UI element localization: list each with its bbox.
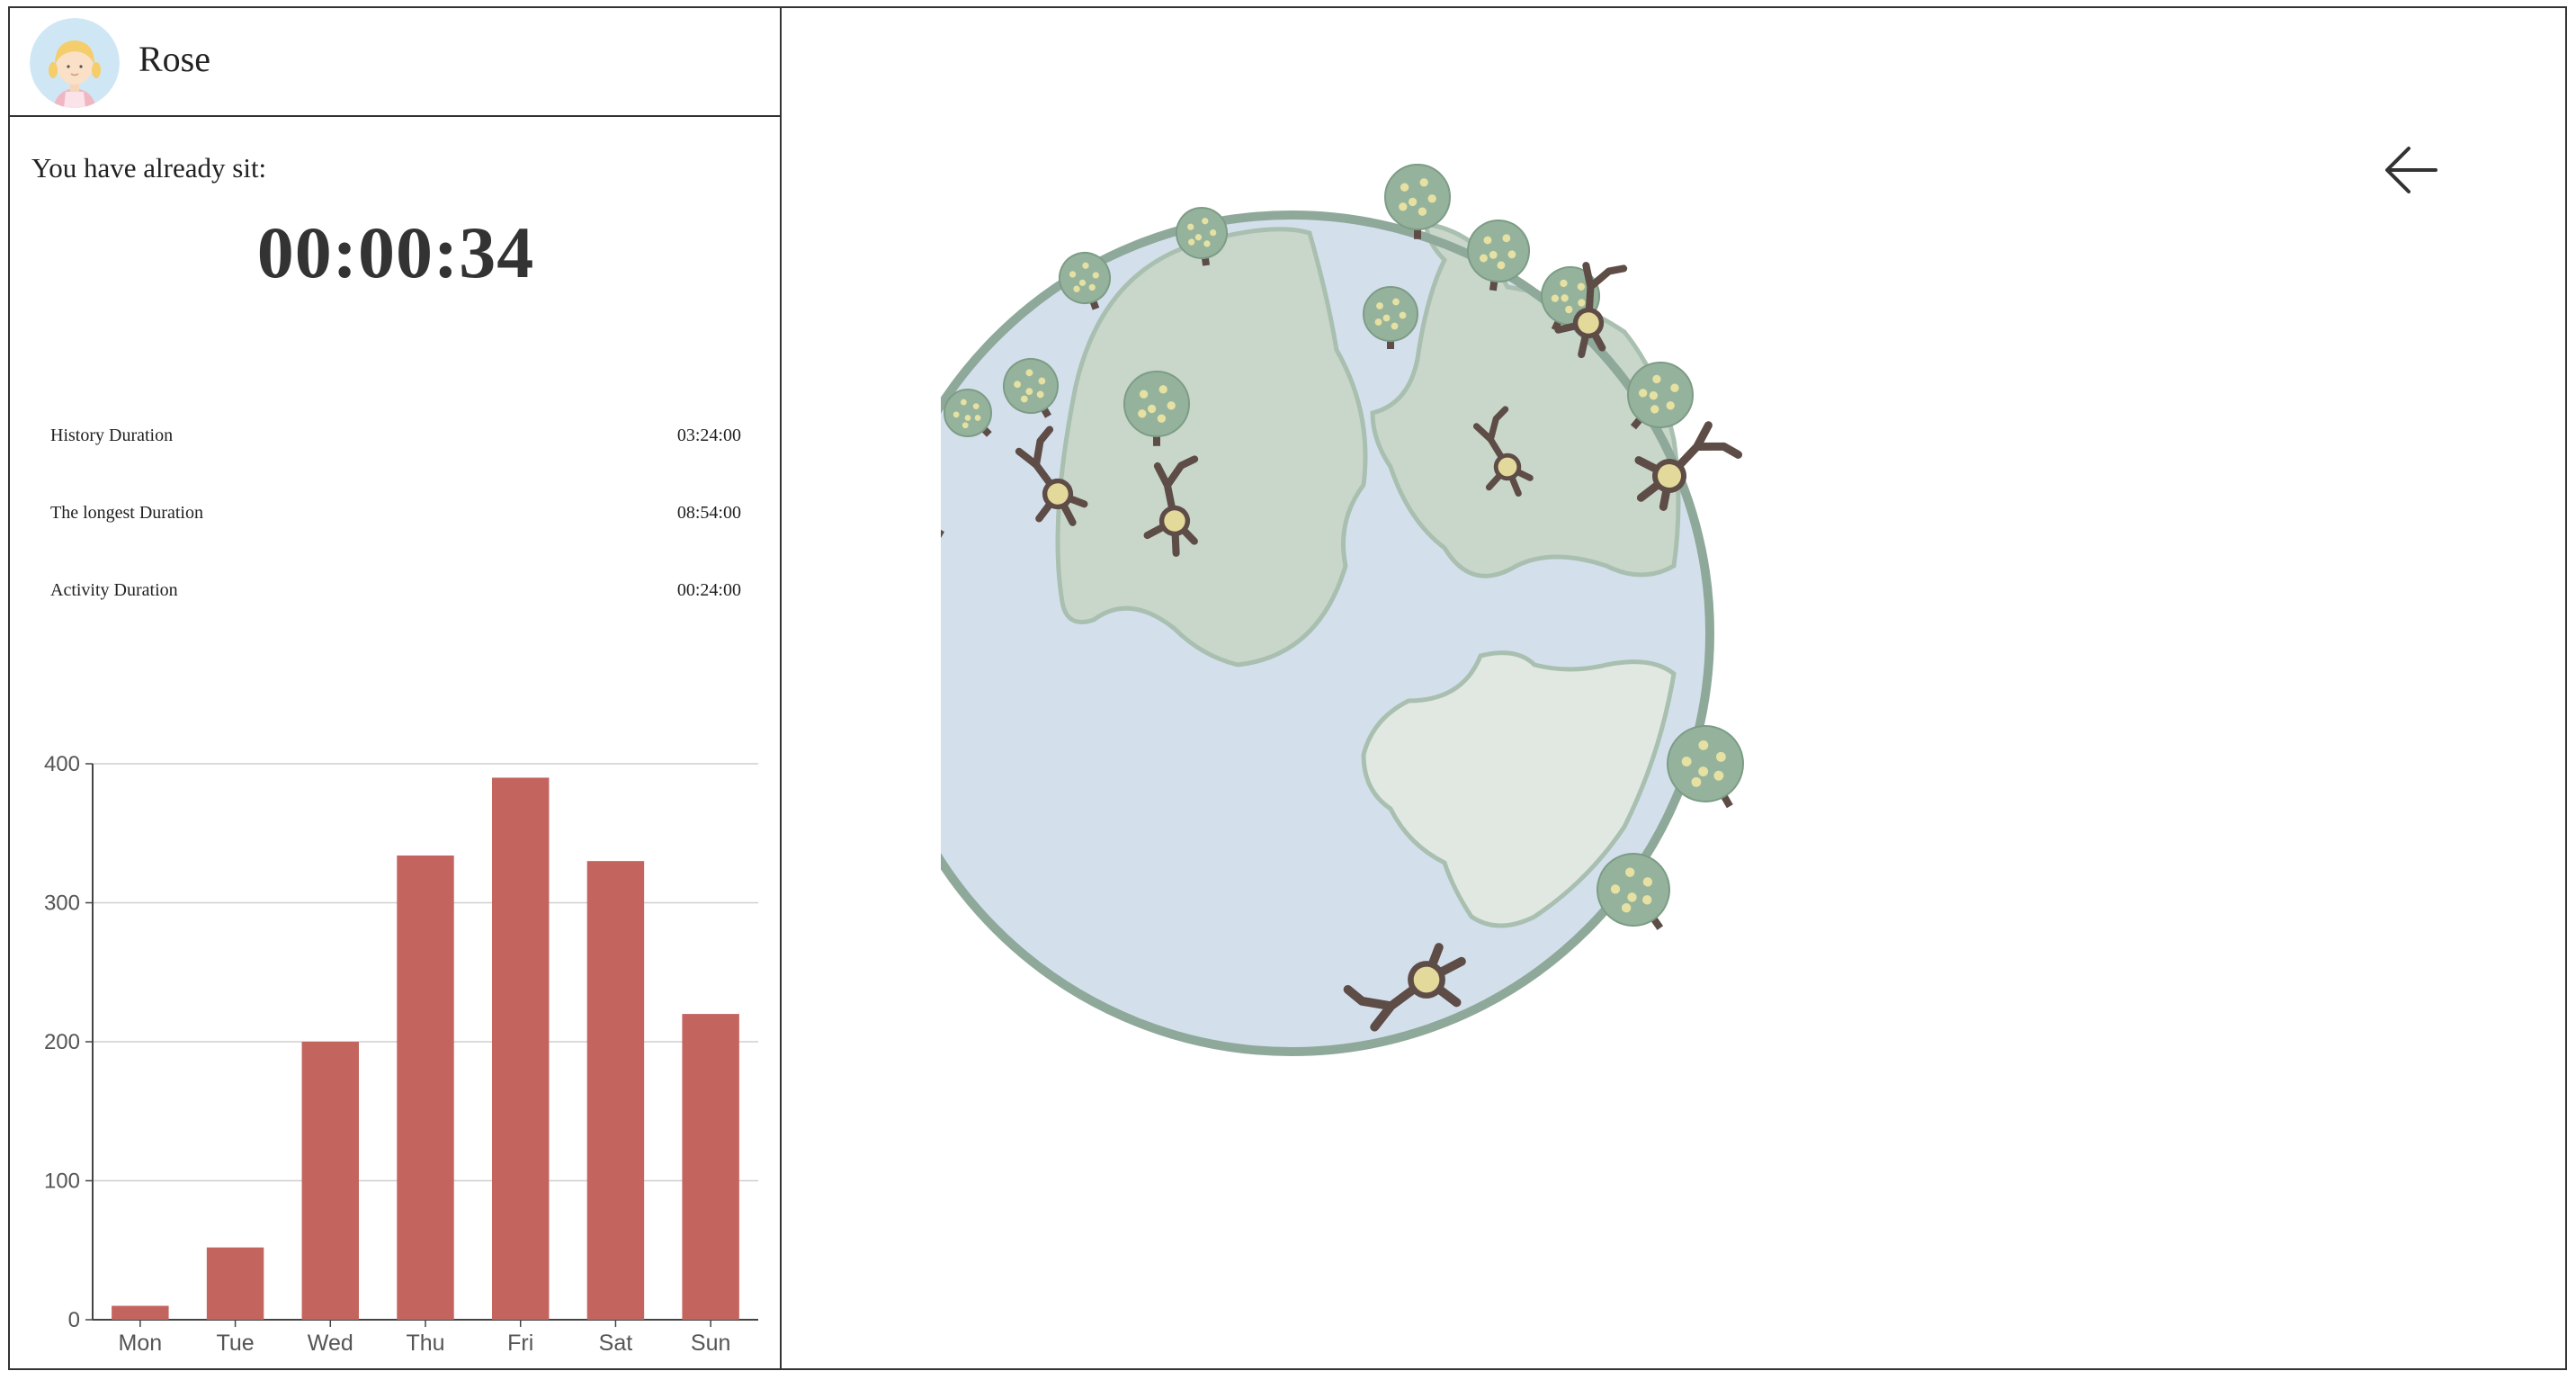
y-tick-label: 200 (44, 1030, 80, 1054)
bar-sat (586, 861, 645, 1320)
deer-group (1015, 262, 1743, 1032)
avatar[interactable] (30, 18, 120, 108)
stat-row-longest: The longest Duration 08:54:00 (50, 499, 741, 526)
x-tick-label: Wed (308, 1331, 353, 1356)
deer-icon (1143, 455, 1199, 557)
bar-sun (682, 1014, 739, 1320)
continent-west (1055, 227, 1368, 668)
y-tick-label: 0 (68, 1308, 80, 1332)
tree-icon (1059, 252, 1111, 310)
tree-icon (1363, 286, 1418, 349)
stat-label: The longest Duration (50, 503, 203, 523)
x-tick-label: Sat (599, 1331, 633, 1356)
tree-icon (944, 389, 992, 437)
bar-thu (397, 855, 454, 1320)
bar-mon (112, 1305, 169, 1320)
x-tick-label: Sun (691, 1331, 730, 1356)
x-tick-label: Mon (119, 1331, 163, 1356)
stat-label: Activity Duration (50, 580, 178, 600)
y-tick-label: 300 (44, 892, 80, 916)
tree-icon (1467, 220, 1530, 291)
bar-wed (301, 1042, 359, 1320)
sit-duration-label: You have already sit: (31, 152, 267, 184)
stat-label: History Duration (50, 426, 174, 445)
tree-icon (1384, 164, 1451, 239)
sidebar: Rose You have already sit: 00:00:34 Hist… (10, 8, 782, 1368)
tree-icon (1123, 371, 1190, 446)
x-tick-label: Thu (406, 1331, 444, 1356)
y-tick-label: 100 (44, 1169, 80, 1194)
stat-row-history: History Duration 03:24:00 (50, 422, 741, 449)
bar-fri (492, 777, 550, 1320)
deer-icon (1554, 262, 1628, 359)
deer-icon (1343, 943, 1466, 1032)
tree-icon (1667, 725, 1744, 809)
deer-icon (1634, 421, 1743, 511)
tree-icon (1597, 853, 1670, 930)
bar-tue (206, 1247, 264, 1320)
trees (941, 164, 1744, 930)
back-arrow-icon[interactable] (2376, 134, 2448, 206)
main-view (782, 8, 2565, 1368)
user-header: Rose (10, 8, 780, 117)
stat-value: 03:24:00 (676, 426, 741, 445)
stat-row-activity: Activity Duration 00:24:00 (50, 577, 741, 604)
globe-illustration (941, 164, 1744, 1056)
stat-value: 00:24:00 (676, 580, 741, 600)
tree-icon (1176, 207, 1228, 266)
continent-northeast (1370, 221, 1681, 578)
user-name: Rose (139, 39, 210, 79)
continent-southeast (1361, 650, 1677, 928)
tree-icon (1003, 358, 1059, 418)
x-tick-label: Tue (216, 1331, 254, 1356)
deer-icon (1472, 406, 1534, 497)
x-tick-label: Fri (507, 1331, 533, 1356)
tree-icon (1627, 362, 1694, 430)
deer-icon (1015, 426, 1088, 526)
weekly-duration-chart: 0 100 200 300 400 Mon Tue Wed Thu Fri Sat Sun (44, 752, 758, 1356)
session-timer: 00:00:34 (256, 211, 535, 293)
app-frame: Rose You have already sit: 00:00:34 Hist… (8, 6, 2567, 1370)
y-tick-label: 400 (44, 752, 80, 776)
stat-value: 08:54:00 (676, 503, 741, 523)
